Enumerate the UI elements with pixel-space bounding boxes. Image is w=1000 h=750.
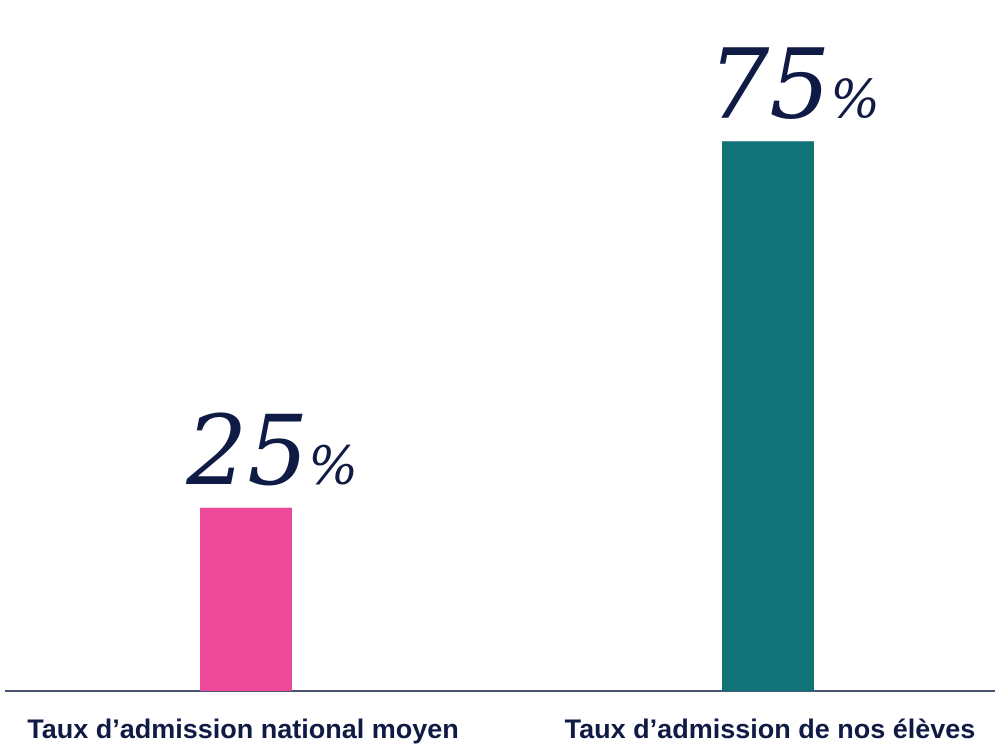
data-label-2: 75% bbox=[708, 28, 880, 140]
category-label-2: Taux d’admission de nos élèves bbox=[565, 714, 976, 744]
category-label-1: Taux d’admission national moyen bbox=[27, 714, 459, 744]
bar-1 bbox=[200, 507, 292, 691]
bar-2 bbox=[722, 141, 814, 691]
data-label-value: 75 bbox=[708, 28, 830, 140]
data-label-1: 25% bbox=[185, 395, 358, 507]
data-label-value: 25 bbox=[185, 395, 308, 507]
data-label-unit: % bbox=[830, 70, 879, 130]
data-label-unit: % bbox=[308, 437, 357, 497]
